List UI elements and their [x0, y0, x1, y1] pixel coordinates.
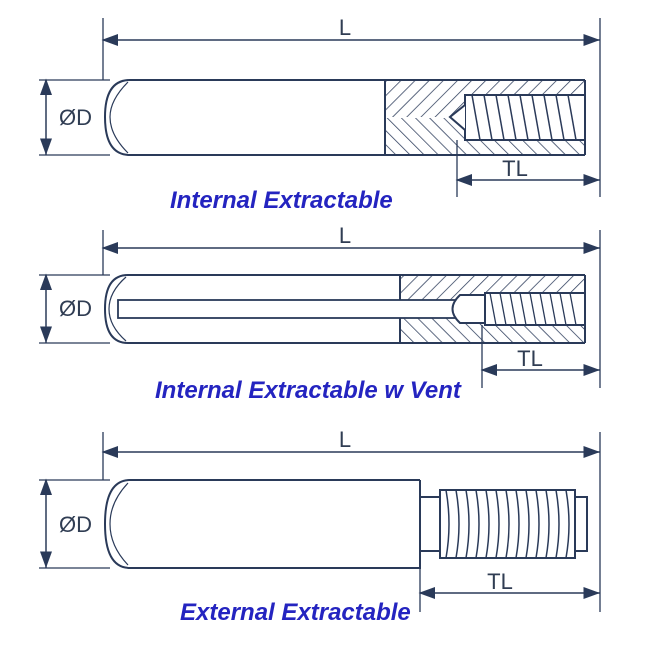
dim-d-label-2: ØD: [59, 296, 92, 321]
diagram-svg: ØD L TL Internal Extractable ØD L: [0, 0, 670, 670]
vent-channel: [118, 300, 460, 318]
pin-internal-extractable-vent: ØD L TL Internal Extractable w Vent: [39, 223, 600, 404]
dim-tl-label-3: TL: [487, 569, 513, 594]
dim-tl-label-2: TL: [517, 346, 543, 371]
dim-l-label-2: L: [339, 223, 351, 248]
caption-vent: Internal Extractable w Vent: [155, 377, 462, 404]
thread-hole: [465, 95, 585, 140]
pin-external-extractable: ØD L TL External Extractable: [39, 427, 600, 626]
diagram-root: ØD L TL Internal Extractable ØD L: [0, 0, 670, 670]
caption-external: External Extractable: [180, 599, 411, 626]
pin-internal-extractable: ØD L TL Internal Extractable: [39, 15, 600, 214]
caption-internal: Internal Extractable: [170, 187, 393, 214]
dim-d-label: ØD: [59, 105, 92, 130]
dim-l-label-3: L: [339, 427, 351, 452]
dim-l-label: L: [339, 15, 351, 40]
dim-tl-label: TL: [502, 156, 528, 181]
dim-d-label-3: ØD: [59, 512, 92, 537]
